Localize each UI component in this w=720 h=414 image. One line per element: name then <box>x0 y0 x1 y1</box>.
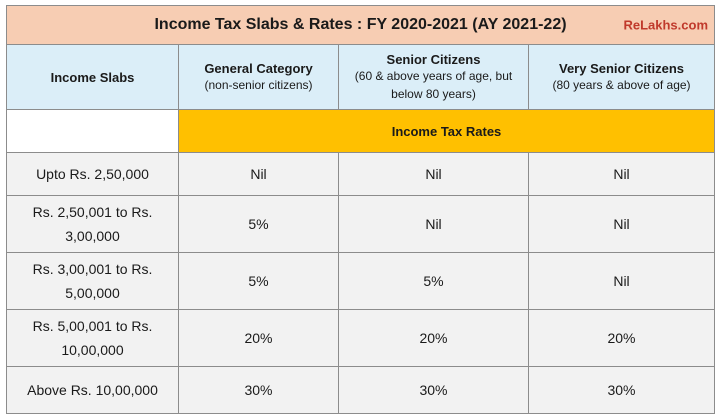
rate-senior: Nil <box>338 195 529 253</box>
rates-blank-cell <box>6 109 179 153</box>
rate-general: 5% <box>178 252 339 310</box>
table-row: Rs. 5,00,001 to Rs. 10,00,000 20% 20% 20% <box>6 309 716 367</box>
slab-cell: Upto Rs. 2,50,000 <box>6 152 179 196</box>
rates-row: Income Tax Rates <box>6 109 716 153</box>
slab-cell: Rs. 5,00,001 to Rs. 10,00,000 <box>6 309 179 367</box>
rate-general: Nil <box>178 152 339 196</box>
header-general: General Category (non-senior citizens) <box>178 44 339 110</box>
slab-line: 3,00,000 <box>65 228 120 244</box>
header-senior-main: Senior Citizens <box>386 51 481 67</box>
rate-general: 20% <box>178 309 339 367</box>
tax-slab-table: Income Tax Slabs & Rates : FY 2020-2021 … <box>5 5 716 414</box>
rate-general: 5% <box>178 195 339 253</box>
header-senior-sub2: below 80 years) <box>391 86 476 101</box>
table-row: Rs. 2,50,001 to Rs. 3,00,000 5% Nil Nil <box>6 195 716 253</box>
slab-line: 10,00,000 <box>61 342 124 358</box>
slab-cell: Above Rs. 10,00,000 <box>6 366 179 414</box>
rate-very-senior: Nil <box>527 252 716 310</box>
header-income-slabs: Income Slabs <box>6 44 179 110</box>
title-cell: Income Tax Slabs & Rates : FY 2020-2021 … <box>5 5 716 45</box>
slab-line: Upto Rs. 2,50,000 <box>36 166 149 182</box>
header-row: Income Slabs General Category (non-senio… <box>6 44 716 110</box>
header-senior-sub1: (60 & above years of age, but <box>354 68 513 83</box>
rate-senior: 20% <box>338 309 529 367</box>
rates-label: Income Tax Rates <box>177 109 716 153</box>
slab-line: Above Rs. 10,00,000 <box>27 382 158 398</box>
header-very-senior-main: Very Senior Citizens <box>559 60 684 76</box>
rate-senior: 5% <box>338 252 529 310</box>
page-title: Income Tax Slabs & Rates : FY 2020-2021 … <box>154 16 567 33</box>
slab-line: Rs. 5,00,001 to Rs. <box>32 318 153 334</box>
rate-very-senior: Nil <box>527 152 716 196</box>
table-row: Rs. 3,00,001 to Rs. 5,00,000 5% 5% Nil <box>6 252 716 310</box>
header-very-senior-sub: (80 years & above of age) <box>552 77 691 92</box>
header-general-sub: (non-senior citizens) <box>204 77 313 92</box>
slab-line: 5,00,000 <box>65 285 120 301</box>
rate-senior: Nil <box>338 152 529 196</box>
table-row: Upto Rs. 2,50,000 Nil Nil Nil <box>6 152 716 196</box>
slab-cell: Rs. 2,50,001 to Rs. 3,00,000 <box>6 195 179 253</box>
rate-general: 30% <box>178 366 339 414</box>
rate-very-senior: 30% <box>527 366 716 414</box>
rate-senior: 30% <box>338 366 529 414</box>
slab-line: Rs. 3,00,001 to Rs. <box>32 261 153 277</box>
table-row: Above Rs. 10,00,000 30% 30% 30% <box>6 366 716 414</box>
slab-line: Rs. 2,50,001 to Rs. <box>32 204 153 220</box>
rate-very-senior: Nil <box>527 195 716 253</box>
header-senior: Senior Citizens (60 & above years of age… <box>338 44 529 110</box>
title-row: Income Tax Slabs & Rates : FY 2020-2021 … <box>5 5 716 45</box>
rate-very-senior: 20% <box>527 309 716 367</box>
slab-cell: Rs. 3,00,001 to Rs. 5,00,000 <box>6 252 179 310</box>
header-income-slabs-label: Income Slabs <box>50 69 135 85</box>
header-very-senior: Very Senior Citizens (80 years & above o… <box>527 44 716 110</box>
brand-label: ReLakhs.com <box>623 17 709 33</box>
header-general-main: General Category <box>204 60 313 76</box>
